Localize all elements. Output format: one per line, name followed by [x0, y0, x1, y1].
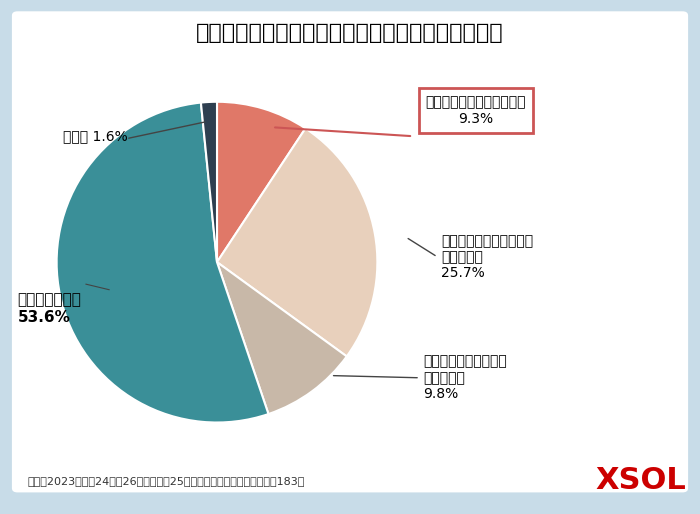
Wedge shape — [217, 262, 346, 414]
Text: 検討していない
53.6%: 検討していない 53.6% — [18, 292, 81, 325]
Text: 期間：2023年８月24日〜26日　対象：25歳以上の戸建て住宅に住む男女183人: 期間：2023年８月24日〜26日 対象：25歳以上の戸建て住宅に住む男女183… — [28, 475, 305, 486]
Text: その他 1.6%: その他 1.6% — [63, 129, 127, 143]
Wedge shape — [217, 128, 377, 356]
Wedge shape — [201, 102, 217, 262]
Text: エコや環境対策として
検討したい
9.8%: エコや環境対策として 検討したい 9.8% — [424, 355, 508, 401]
Wedge shape — [57, 103, 269, 423]
Text: XSOL: XSOL — [595, 466, 686, 495]
Text: 停電対策として検討したい
9.3%: 停電対策として検討したい 9.3% — [426, 96, 526, 125]
Wedge shape — [217, 102, 305, 262]
Text: 停電を経験して太陽光発電を検討したいと思ったか: 停電を経験して太陽光発電を検討したいと思ったか — [196, 24, 504, 43]
Text: 節電、電気代対策として
検討したい
25.7%: 節電、電気代対策として 検討したい 25.7% — [441, 234, 533, 280]
